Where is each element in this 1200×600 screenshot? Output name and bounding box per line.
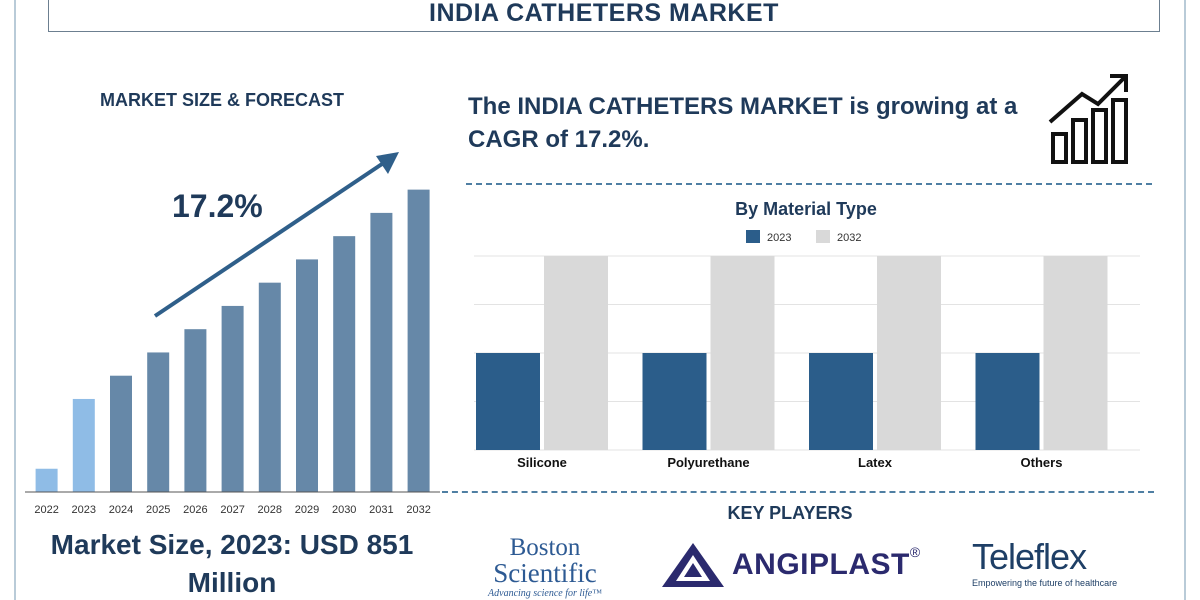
growth-chart-icon <box>1048 74 1128 164</box>
key-players-title: KEY PLAYERS <box>727 503 853 523</box>
forecast-tick-2026: 2026 <box>183 504 207 516</box>
forecast-tick-2030: 2030 <box>332 504 356 516</box>
boston-logo-tagline: Advancing science for life™ <box>488 588 602 599</box>
material-bar-silicone-2023 <box>476 353 540 450</box>
material-bar-polyurethane-2023 <box>642 353 707 450</box>
teleflex-logo-text: Teleflex <box>972 536 1087 577</box>
forecast-chart: 2022 2023 2024 2025 2026 2027 2028 2029 2030 2031… <box>25 152 440 516</box>
forecast-tick-2025: 2025 <box>146 504 170 516</box>
forecast-bar-2025 <box>147 352 170 492</box>
angiplast-triangle-icon <box>662 543 724 587</box>
legend-swatch-2023 <box>746 230 760 243</box>
forecast-tick-2031: 2031 <box>369 504 393 516</box>
forecast-tick-2028: 2028 <box>258 504 282 516</box>
legend-label-2023: 2023 <box>767 232 791 244</box>
forecast-tick-2027: 2027 <box>220 504 244 516</box>
cagr-annotation: 17.2% <box>172 188 263 224</box>
material-legend: 2023 2032 <box>746 230 861 244</box>
forecast-tick-2029: 2029 <box>295 504 319 516</box>
forecast-bar-2030 <box>333 236 356 492</box>
angiplast-registered-mark: ® <box>909 544 921 560</box>
material-chart: By Material Type 2023 2032 Silicone Polyu… <box>474 199 1140 470</box>
forecast-bar-2023 <box>72 398 95 492</box>
material-bar-latex-2032 <box>877 256 941 450</box>
cagr-headline: The INDIA CATHETERS MARKET is growing at… <box>468 93 1018 153</box>
boston-scientific-logo: Boston Scientific Advancing science for … <box>470 534 620 599</box>
angiplast-logo: ANGIPLAST ® <box>660 540 920 590</box>
material-chart-title: By Material Type <box>735 199 877 219</box>
forecast-bar-2022 <box>35 468 58 492</box>
legend-label-2032: 2032 <box>837 232 861 244</box>
page-title: INDIA CATHETERS MARKET <box>429 0 779 27</box>
forecast-tick-2024: 2024 <box>109 504 133 516</box>
material-bar-others-2032 <box>1043 256 1108 450</box>
material-category-label-latex: Latex <box>858 455 893 470</box>
legend-swatch-2032 <box>816 230 830 243</box>
material-bar-latex-2023 <box>809 353 873 450</box>
forecast-bar-2028 <box>258 282 281 492</box>
forecast-tick-2022: 2022 <box>34 504 58 516</box>
material-bar-silicone-2032 <box>544 256 608 450</box>
material-category-label-silicone: Silicone <box>517 455 567 470</box>
boston-logo-line2: Scientific <box>493 558 597 588</box>
market-size-title: MARKET SIZE & FORECAST <box>100 90 345 110</box>
material-bar-others-2023 <box>975 353 1040 450</box>
forecast-tick-2032: 2032 <box>406 504 430 516</box>
material-bar-polyurethane-2032 <box>710 256 775 450</box>
angiplast-logo-text: ANGIPLAST <box>732 548 910 581</box>
material-category-label-polyurethane: Polyurethane <box>667 455 749 470</box>
forecast-bar-2024 <box>110 375 132 492</box>
teleflex-logo-tagline: Empowering the future of healthcare <box>972 578 1118 588</box>
forecast-tick-2023: 2023 <box>72 504 96 516</box>
forecast-bar-2027 <box>221 305 244 492</box>
section-divider-bottom <box>442 491 1154 493</box>
forecast-bar-2032 <box>407 189 430 492</box>
material-category-label-others: Others <box>1021 455 1063 470</box>
boston-logo-line1: Boston <box>509 534 581 561</box>
outer-frame <box>14 0 1186 600</box>
growth-arrow <box>153 152 399 318</box>
title-banner: INDIA CATHETERS MARKET <box>48 0 1160 32</box>
forecast-bar-2031 <box>370 212 393 492</box>
forecast-bar-2029 <box>296 259 318 492</box>
section-divider-top <box>466 183 1152 185</box>
market-size-summary: Market Size, 2023: USD 851 Million <box>50 529 414 598</box>
forecast-bar-2026 <box>184 329 207 492</box>
teleflex-logo: Teleflex Empowering the future of health… <box>972 536 1134 589</box>
